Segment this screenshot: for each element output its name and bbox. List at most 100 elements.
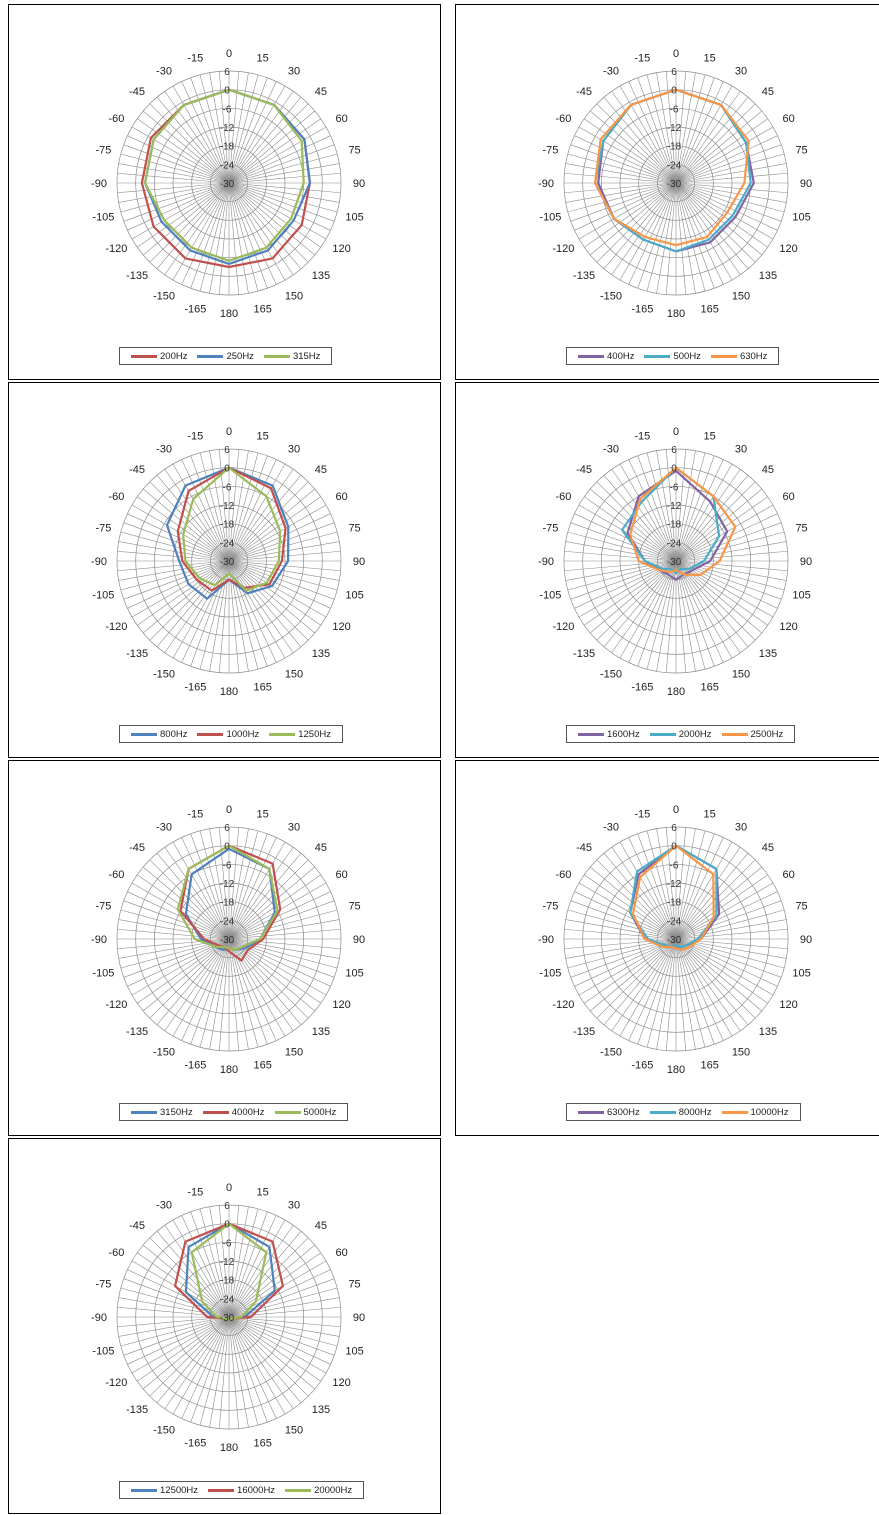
angle-tick-label: -45: [576, 842, 592, 854]
series-line: [179, 844, 282, 962]
polar-grid: [116, 826, 342, 1052]
angle-tick-label: -150: [600, 1047, 622, 1059]
polar-plot: 60-6-12-18-24-300 15304560759010512013515…: [538, 804, 812, 1076]
legend-label: 200Hz: [160, 350, 188, 362]
grid-ring: [116, 826, 342, 1052]
angle-tick-label: 180: [667, 686, 685, 698]
angle-tick-label: -135: [126, 648, 148, 660]
series-line: [626, 469, 729, 581]
radial-tick-label: -18: [220, 142, 235, 153]
radial-tick-label: -18: [220, 1276, 235, 1287]
angle-tick-label: 45: [762, 842, 774, 854]
grid-ring: [563, 70, 789, 296]
angle-tick-label: 120: [332, 999, 350, 1011]
radial-tick-label: -6: [223, 860, 232, 871]
angle-tick-label: -90: [91, 1312, 107, 1324]
polar-plot: 60-6-12-18-24-300 15304560759010512013515…: [91, 804, 365, 1076]
series-line: [621, 466, 721, 575]
legend-swatch: [285, 1488, 312, 1492]
chart-legend: 400Hz 500Hz 630Hz: [566, 347, 780, 365]
legend-swatch: [649, 1110, 676, 1114]
angle-tick-label: 180: [220, 1064, 238, 1076]
angle-tick-label: -90: [538, 178, 554, 190]
legend-swatch: [131, 1488, 157, 1492]
polar-grid: [563, 826, 789, 1052]
legend-swatch: [721, 1110, 748, 1114]
angle-tick-label: -90: [538, 934, 554, 946]
legend-item: 1250Hz: [269, 729, 331, 740]
series-line: [629, 844, 718, 949]
radial-tick-label: -24: [667, 538, 682, 549]
polar-chart-panel: 6 0 -6 -12 -18 -24 -30 0 15 30 45 60 75 90 105 120 135 15…: [8, 382, 441, 758]
radial-tick-label: 0: [224, 1220, 230, 1231]
legend-swatch: [578, 1110, 604, 1114]
legend-swatch: [131, 1110, 157, 1114]
angle-tick-label: 105: [345, 212, 363, 224]
legend-item: 3150Hz: [131, 1107, 193, 1118]
polar-plot: 60-6-12-18-24-300 15304560759010512013515…: [91, 1182, 365, 1454]
angle-tick-label: -135: [573, 270, 595, 282]
angle-tick-label: -150: [153, 669, 175, 681]
angle-tick-label: 30: [288, 1199, 300, 1211]
series-line: [143, 88, 305, 262]
polar-grid: [116, 448, 342, 674]
legend-label: 5000Hz: [303, 1106, 337, 1118]
grid-ring: [172, 882, 286, 996]
radial-tick-label: -6: [223, 104, 232, 115]
radial-tick-label: -24: [220, 160, 235, 171]
series-line: [176, 466, 287, 592]
angle-tick-label: 45: [315, 1220, 327, 1232]
grid-ring: [656, 163, 696, 203]
legend-swatch: [202, 1110, 229, 1114]
chart-legend: 12500Hz 16000Hz 20000Hz: [119, 1481, 365, 1499]
legend-item: 800Hz: [131, 729, 187, 740]
angle-tick-label: -15: [187, 808, 203, 820]
grid-ring: [563, 826, 789, 1052]
angle-tick-label: -135: [126, 1026, 148, 1038]
angle-tick-label: 75: [795, 144, 807, 156]
angle-tick-label: -165: [631, 1060, 653, 1072]
legend-swatch: [274, 1110, 301, 1114]
angle-tick-label: -75: [542, 900, 558, 912]
radial-tick-label: -6: [223, 482, 232, 493]
legend-label: 250Hz: [226, 350, 254, 362]
grid-ring: [638, 901, 714, 977]
angle-tick-label: -45: [129, 86, 145, 98]
angle-tick-label: -75: [95, 144, 111, 156]
angle-tick-label: 30: [735, 65, 747, 77]
angle-tick-label: -60: [108, 491, 124, 503]
angle-tick-label: -165: [184, 1438, 206, 1450]
angle-tick-label: 75: [795, 900, 807, 912]
angle-tick-label: -75: [95, 522, 111, 534]
legend-item: 630Hz: [710, 351, 767, 362]
angle-tick-label: 30: [735, 821, 747, 833]
angle-tick-label: 165: [253, 682, 271, 694]
grid-ring: [153, 863, 305, 1015]
radial-tick-label: 0: [671, 464, 677, 475]
radial-tick-label: -12: [220, 123, 235, 134]
angle-tick-label: -105: [92, 590, 114, 602]
angle-tick-label: 165: [253, 304, 271, 316]
angle-tick-label: -60: [108, 113, 124, 125]
angle-tick-label: 15: [704, 52, 716, 64]
polar-chart-panel: 6 0 -6 -12 -18 -24 -30 0 15 30 45 60 75 90 105 120 135 15…: [8, 1138, 441, 1514]
legend-swatch: [263, 354, 290, 358]
angle-tick-label: 30: [735, 443, 747, 455]
legend-label: 12500Hz: [160, 1484, 199, 1496]
legend-label: 3150Hz: [160, 1106, 193, 1118]
chart-legend: 200Hz 250Hz 315Hz: [119, 347, 333, 365]
angle-tick-label: 90: [353, 556, 365, 568]
radial-tick-label: -6: [670, 482, 679, 493]
angle-tick-label: -60: [108, 869, 124, 881]
angle-tick-label: -135: [126, 1404, 148, 1416]
radial-tick-label: -30: [220, 1313, 235, 1324]
angle-tick-label: -165: [184, 682, 206, 694]
angle-tick-label: -30: [156, 443, 172, 455]
angle-tick-label: 45: [315, 842, 327, 854]
legend-item: 12500Hz: [131, 1485, 198, 1496]
radial-tick-label: 0: [224, 86, 230, 97]
angle-tick-label: 180: [667, 308, 685, 320]
polar-chart-panel: 6 0 -6 -12 -18 -24 -30 0 15 30 45 60 75 90 105 120 135 15…: [8, 4, 441, 380]
angle-tick-label: 120: [332, 243, 350, 255]
angle-tick-label: 90: [800, 178, 812, 190]
